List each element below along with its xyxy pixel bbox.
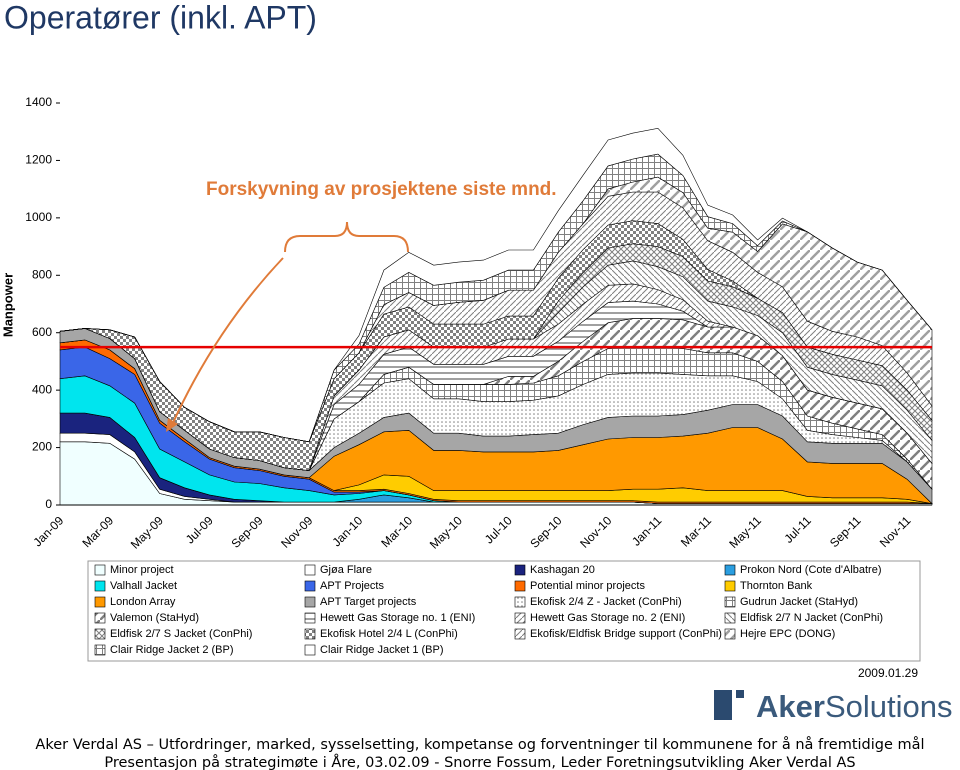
legend-label: Hewett Gas Storage no. 2 (ENI) <box>530 612 685 624</box>
x-tick-label: Jul-11 <box>781 513 814 546</box>
legend-swatch <box>514 564 526 576</box>
legend-label: Eldfisk 2/7 N Jacket (ConPhi) <box>740 612 883 624</box>
y-tick-label: 600 <box>32 325 52 339</box>
legend-label: Thornton Bank <box>740 580 813 592</box>
x-tick-label: May-10 <box>427 513 465 551</box>
legend-swatch <box>304 612 316 624</box>
legend-label: Clair Ridge Jacket 2 (BP) <box>110 644 234 656</box>
y-tick-label: 400 <box>32 382 52 396</box>
legend-label: Hewett Gas Storage no. 1 (ENI) <box>320 612 475 624</box>
legend-swatch <box>514 580 526 592</box>
annotation-arrowhead <box>166 418 178 432</box>
legend-label: Hejre EPC (DONG) <box>740 628 835 640</box>
x-tick-label: Nov-10 <box>577 513 614 550</box>
legend-swatch <box>94 644 106 656</box>
legend-label: Minor project <box>110 564 174 576</box>
annotation-arrow <box>171 257 284 426</box>
x-tick-label: Sep-09 <box>228 513 265 550</box>
x-tick-label: Jul-09 <box>183 513 216 546</box>
legend-label: Valemon (StaHyd) <box>110 612 199 624</box>
x-tick-label: Mar-09 <box>79 513 116 550</box>
x-tick-label: Jan-09 <box>31 513 67 549</box>
x-tick-label: Mar-10 <box>378 513 415 550</box>
x-tick-label: May-09 <box>128 513 166 551</box>
legend-label: Ekofisk 2/4 Z - Jacket (ConPhi) <box>530 596 682 608</box>
legend-label: Ekofisk Hotel 2/4 L (ConPhi) <box>320 628 458 640</box>
logo: AkerSolutions <box>714 689 952 724</box>
y-axis-label: Manpower <box>0 273 15 337</box>
legend-label: London Array <box>110 596 176 608</box>
x-tick-label: Jan-10 <box>329 513 365 549</box>
legend-label: Kashagan 20 <box>530 564 595 576</box>
legend-label: Eldfisk 2/7 S Jacket (ConPhi) <box>110 628 252 640</box>
legend-swatch <box>514 612 526 624</box>
legend-swatch <box>724 564 736 576</box>
legend-swatch <box>304 580 316 592</box>
y-tick-label: 0 <box>45 497 52 511</box>
page-title: Operatører (inkl. APT) <box>4 0 317 35</box>
x-tick-label: Sep-10 <box>527 513 564 550</box>
legend-label: APT Projects <box>320 580 384 592</box>
footer-line: Presentasjon på strategimøte i Åre, 03.0… <box>104 754 855 770</box>
x-tick-label: Nov-09 <box>278 513 315 550</box>
logo-suffix: Solutions <box>825 689 953 724</box>
legend-label: Valhall Jacket <box>110 580 177 592</box>
legend-swatch <box>94 628 106 640</box>
y-tick-label: 1000 <box>25 210 52 224</box>
legend-swatch <box>94 596 106 608</box>
x-tick-label: Nov-11 <box>877 513 914 550</box>
date: 2009.01.29 <box>858 666 918 680</box>
legend-swatch <box>304 644 316 656</box>
svg-text:AkerSolutions: AkerSolutions <box>756 689 952 724</box>
legend-swatch <box>94 612 106 624</box>
legend-label: Clair Ridge Jacket 1 (BP) <box>320 644 444 656</box>
annotation: Forskyvning av prosjektene siste mnd. <box>206 179 557 200</box>
legend-box <box>87 560 921 662</box>
x-tick-label: Mar-11 <box>678 513 714 549</box>
y-tick-label: 800 <box>32 267 52 281</box>
legend-label: Potential minor projects <box>530 580 645 592</box>
legend-swatch <box>724 612 736 624</box>
legend-swatch <box>304 564 316 576</box>
legend-label: Prokon Nord (Cote d'Albatre) <box>740 564 882 576</box>
legend-label: Gjøa Flare <box>320 564 372 576</box>
logo-mark <box>736 690 744 698</box>
plot: 0 200 400 600 800 1000 1200 1400 Jan-09 Mar-09 May… <box>25 95 933 552</box>
legend-swatch <box>514 596 526 608</box>
x-tick-label: Sep-11 <box>827 513 864 550</box>
legend-swatch <box>94 564 106 576</box>
legend-label: Ekofisk/Eldfisk Bridge support (ConPhi) <box>530 628 722 640</box>
legend-swatch <box>514 628 526 640</box>
y-tick-label: 1400 <box>25 95 52 109</box>
legend-swatch <box>724 580 736 592</box>
legend-label: APT Target projects <box>320 596 417 608</box>
legend: Minor project Gjøa Flare Kashagan 20 Prokon… <box>94 564 883 656</box>
legend-swatch <box>304 628 316 640</box>
logo-mark <box>714 690 732 720</box>
y-tick-label: 1200 <box>25 153 52 167</box>
annotation-brace <box>284 221 409 253</box>
x-tick-label: May-11 <box>726 513 764 551</box>
y-tick-label: 200 <box>32 440 52 454</box>
legend-swatch <box>94 580 106 592</box>
x-tick-label: Jul-10 <box>482 513 515 546</box>
x-tick-label: Jan-11 <box>629 513 664 548</box>
legend-swatch <box>724 596 736 608</box>
legend-label: Gudrun Jacket (StaHyd) <box>740 596 858 608</box>
logo-brand: Aker <box>756 689 825 724</box>
legend-swatch <box>304 596 316 608</box>
legend-swatch <box>724 628 736 640</box>
footer-line: Aker Verdal AS – Utfordringer, marked, s… <box>35 736 924 753</box>
